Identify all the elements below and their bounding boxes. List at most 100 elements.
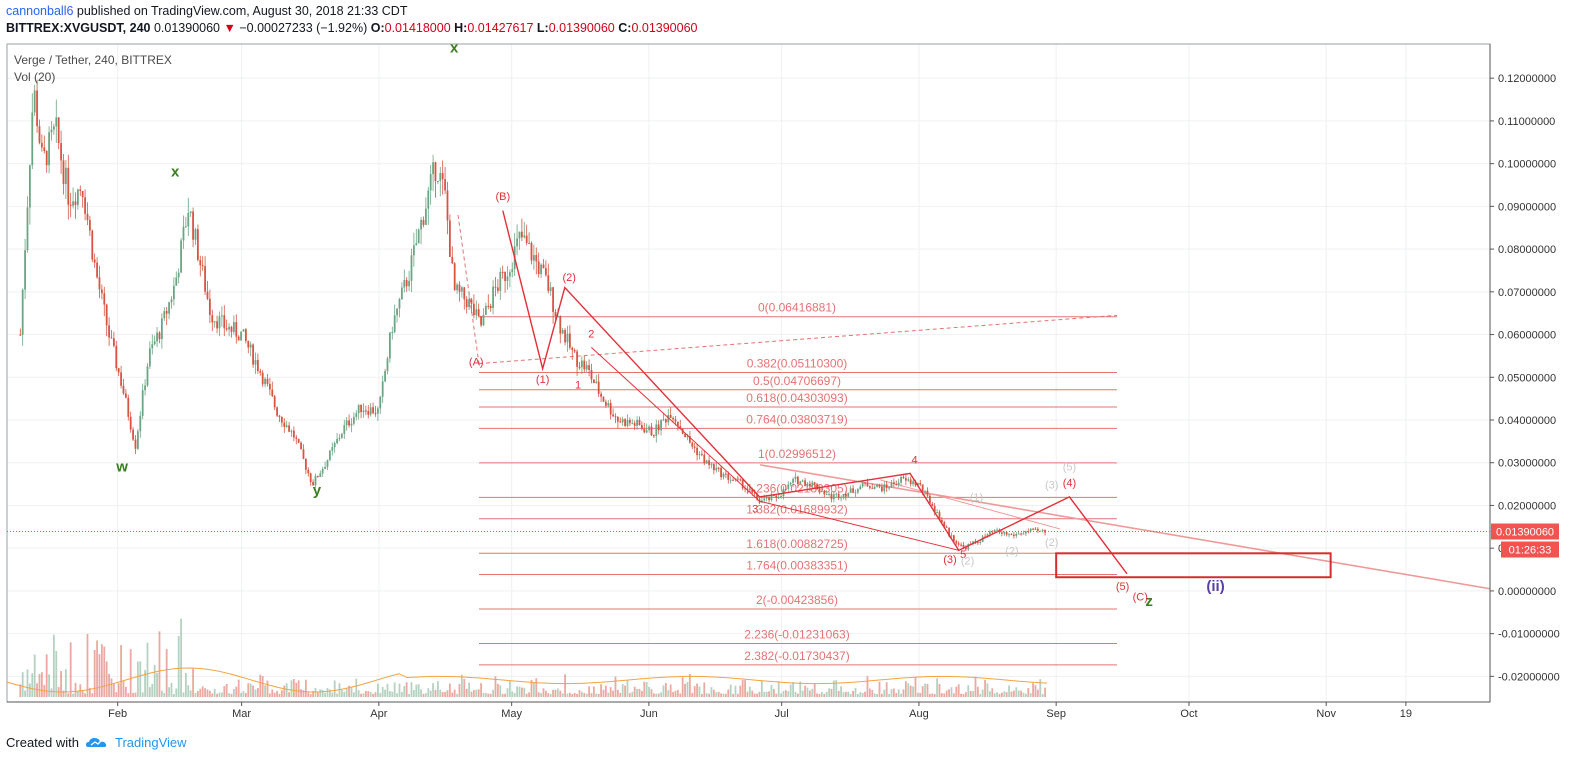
volume-bar	[453, 689, 456, 697]
volume-bar	[681, 677, 684, 697]
volume-bar	[170, 682, 173, 697]
candle-body	[597, 381, 600, 394]
volume-bar	[873, 693, 876, 697]
volume-bar	[259, 674, 262, 697]
candle-body	[333, 443, 336, 448]
candle-body	[232, 322, 235, 332]
price-tag-bg	[1491, 523, 1559, 540]
volume-bar	[657, 693, 660, 697]
candle-body	[357, 404, 360, 414]
candle-body	[189, 211, 192, 214]
candle-body	[643, 428, 646, 433]
candle-body	[708, 460, 710, 465]
candle-body	[852, 488, 854, 493]
wave-lines	[502, 210, 1332, 579]
volume-bar	[1000, 692, 1003, 697]
y-tick-label: 0.11000000	[1498, 116, 1555, 128]
candle-body	[837, 493, 840, 499]
volume-bar	[74, 682, 77, 697]
ohlc-low: L:0.01390060	[536, 21, 615, 35]
candle-body	[1029, 528, 1032, 532]
volume-bar	[734, 685, 737, 697]
chart-grid	[7, 44, 1490, 702]
candle-body	[256, 359, 259, 372]
ohlc-high: H:0.01427617	[454, 21, 534, 35]
volume-bar	[432, 683, 434, 697]
candle-body	[297, 438, 300, 443]
candle-body	[386, 358, 389, 372]
volume-bar	[326, 687, 329, 697]
candle-body	[996, 529, 998, 531]
volume-bar	[1027, 688, 1030, 697]
candle-body	[825, 494, 828, 496]
volume-bar	[1024, 693, 1027, 697]
candle-body	[578, 366, 581, 368]
volume-bar	[98, 654, 101, 697]
candle-body	[470, 299, 473, 304]
footer: Created with TradingView	[6, 735, 187, 750]
tradingview-link[interactable]: TradingView	[114, 735, 187, 750]
candle-body	[943, 522, 946, 527]
volume-bar	[499, 685, 502, 697]
candle-body	[832, 494, 835, 500]
volume-bar	[861, 692, 864, 697]
candle-body	[266, 378, 269, 384]
volume-bar	[184, 672, 187, 697]
candle-body	[50, 129, 53, 133]
candle-body	[607, 403, 610, 406]
volume-bar	[830, 688, 833, 697]
candle-body	[780, 496, 782, 498]
candle-body	[518, 231, 521, 239]
candle-body	[592, 379, 595, 384]
volume-bar	[307, 692, 310, 697]
volume-bar	[256, 688, 259, 697]
candle-body	[674, 419, 677, 422]
candle-body	[952, 535, 955, 542]
candle-body	[235, 322, 238, 337]
candle-body	[583, 360, 586, 370]
volume-bar	[600, 684, 602, 697]
volume-bar	[451, 692, 454, 697]
candle-body	[1027, 531, 1030, 533]
volume-bar	[405, 682, 408, 697]
candle-body	[564, 329, 566, 343]
volume-bar	[316, 692, 319, 697]
volume-bar	[422, 693, 425, 697]
candle-body	[43, 147, 46, 152]
volume-bar	[1036, 689, 1039, 697]
candle-body	[482, 314, 485, 326]
candle-body	[319, 473, 322, 478]
volume-bar	[868, 688, 871, 697]
volume-bar	[696, 683, 698, 697]
candle-body	[660, 419, 662, 431]
wave-annotations: x x w y z (B) (A) (1) (2) 1 2 3 4 5 (3) (4) (5) (C) (ii) (2…	[115, 40, 1224, 610]
candle-body	[532, 255, 535, 261]
volume-bar	[156, 672, 158, 697]
candle-body	[477, 309, 480, 316]
author-link[interactable]: cannonball6	[6, 4, 74, 18]
volume-bar	[480, 683, 482, 697]
volume-bar	[352, 692, 355, 697]
y-tick-label: -0.02000000	[1498, 671, 1560, 683]
volume-bar	[643, 681, 646, 697]
axes: 0.12000000 0.11000000 0.10000000 0.09000000…	[6, 43, 1560, 720]
volume-bar	[650, 689, 653, 697]
candle-body	[436, 181, 439, 183]
candle-body	[28, 165, 31, 208]
volume-bar	[158, 631, 161, 697]
fib-level-label: 1.764(0.00383351)	[746, 559, 847, 573]
candle-body	[408, 280, 410, 287]
candle-body	[156, 332, 158, 342]
ohlc-open: O:0.01418000	[370, 21, 451, 35]
volume-bar	[662, 685, 665, 697]
candle-body	[540, 264, 542, 275]
volume-bar	[700, 693, 703, 697]
candle-body	[88, 219, 91, 231]
candle-body	[290, 430, 293, 432]
candle-body	[48, 132, 50, 166]
volume-bar	[640, 690, 643, 697]
candle-body	[199, 260, 202, 266]
candle-body	[626, 419, 629, 427]
candle-body	[220, 315, 223, 317]
